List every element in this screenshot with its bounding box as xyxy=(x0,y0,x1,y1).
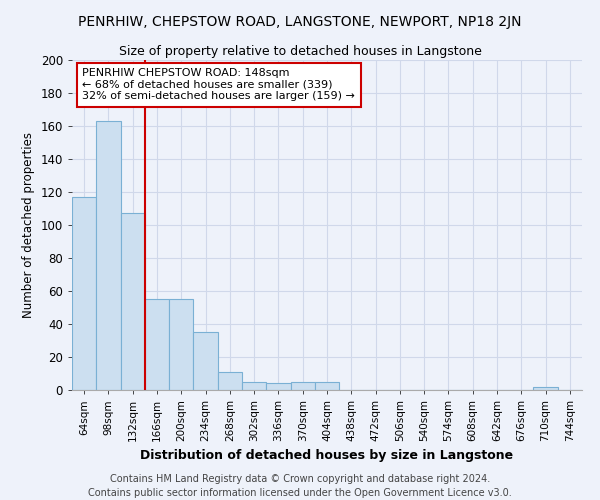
Bar xyxy=(169,299,193,390)
Bar xyxy=(533,386,558,390)
Text: Size of property relative to detached houses in Langstone: Size of property relative to detached ho… xyxy=(119,45,481,58)
Bar xyxy=(242,382,266,390)
Bar xyxy=(315,382,339,390)
Bar xyxy=(218,372,242,390)
Bar xyxy=(96,121,121,390)
Bar xyxy=(145,299,169,390)
Bar xyxy=(290,382,315,390)
Bar xyxy=(266,384,290,390)
Bar xyxy=(72,197,96,390)
Text: PENRHIW CHEPSTOW ROAD: 148sqm
← 68% of detached houses are smaller (339)
32% of : PENRHIW CHEPSTOW ROAD: 148sqm ← 68% of d… xyxy=(82,68,355,102)
Text: Contains HM Land Registry data © Crown copyright and database right 2024.
Contai: Contains HM Land Registry data © Crown c… xyxy=(88,474,512,498)
Bar xyxy=(121,214,145,390)
Y-axis label: Number of detached properties: Number of detached properties xyxy=(22,132,35,318)
Bar xyxy=(193,332,218,390)
Text: PENRHIW, CHEPSTOW ROAD, LANGSTONE, NEWPORT, NP18 2JN: PENRHIW, CHEPSTOW ROAD, LANGSTONE, NEWPO… xyxy=(78,15,522,29)
X-axis label: Distribution of detached houses by size in Langstone: Distribution of detached houses by size … xyxy=(140,450,514,462)
